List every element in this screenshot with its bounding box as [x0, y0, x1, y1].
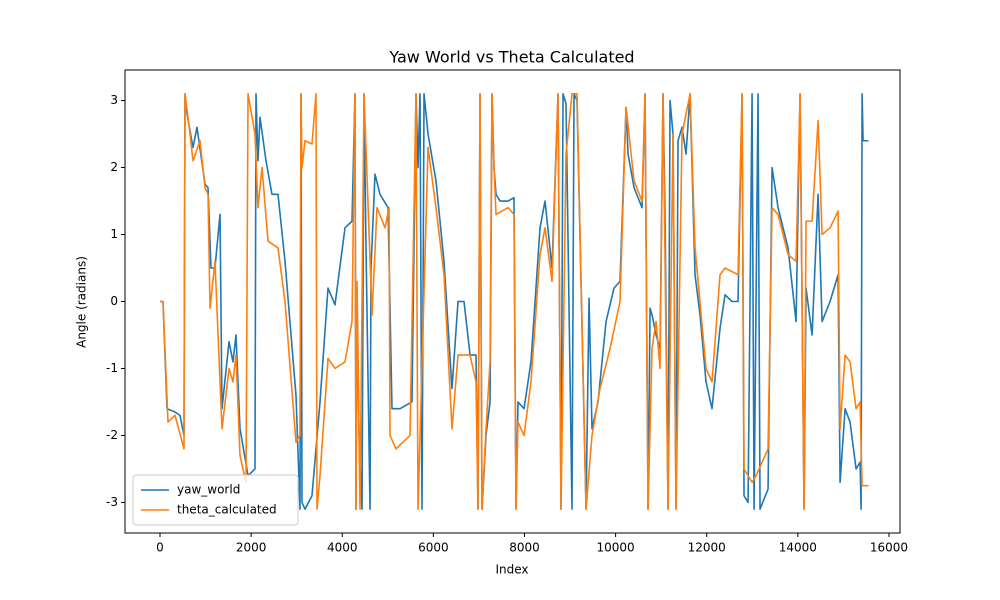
y-tick-label: 3 [110, 93, 118, 107]
y-tick-label: -3 [106, 495, 118, 509]
series-line [159, 93, 869, 510]
chart-title: Yaw World vs Theta Calculated [388, 48, 634, 67]
legend-box [132, 474, 299, 526]
y-tick-label: 1 [110, 227, 118, 241]
x-tick-label: 6000 [418, 541, 449, 555]
x-tick-label: 14000 [779, 541, 817, 555]
y-tick-label: 2 [110, 160, 118, 174]
x-tick-label: 4000 [327, 541, 358, 555]
y-tick-label: -2 [106, 428, 118, 442]
plot-area [159, 93, 869, 510]
x-tick-label: 0 [156, 541, 164, 555]
x-tick-label: 12000 [688, 541, 726, 555]
x-tick-label: 2000 [236, 541, 267, 555]
x-axis-label: Index [495, 563, 528, 577]
legend-label: theta_calculated [177, 503, 277, 517]
legend: yaw_world theta_calculated [132, 474, 299, 526]
series-line [159, 93, 869, 510]
x-tick-label: 10000 [597, 541, 635, 555]
legend-label: yaw_world [177, 483, 240, 497]
y-axis-label: Angle (radians) [75, 256, 89, 348]
y-tick-label: 0 [110, 294, 118, 308]
x-tick-label: 16000 [870, 541, 908, 555]
y-tick-label: -1 [106, 361, 118, 375]
x-tick-label: 8000 [509, 541, 540, 555]
